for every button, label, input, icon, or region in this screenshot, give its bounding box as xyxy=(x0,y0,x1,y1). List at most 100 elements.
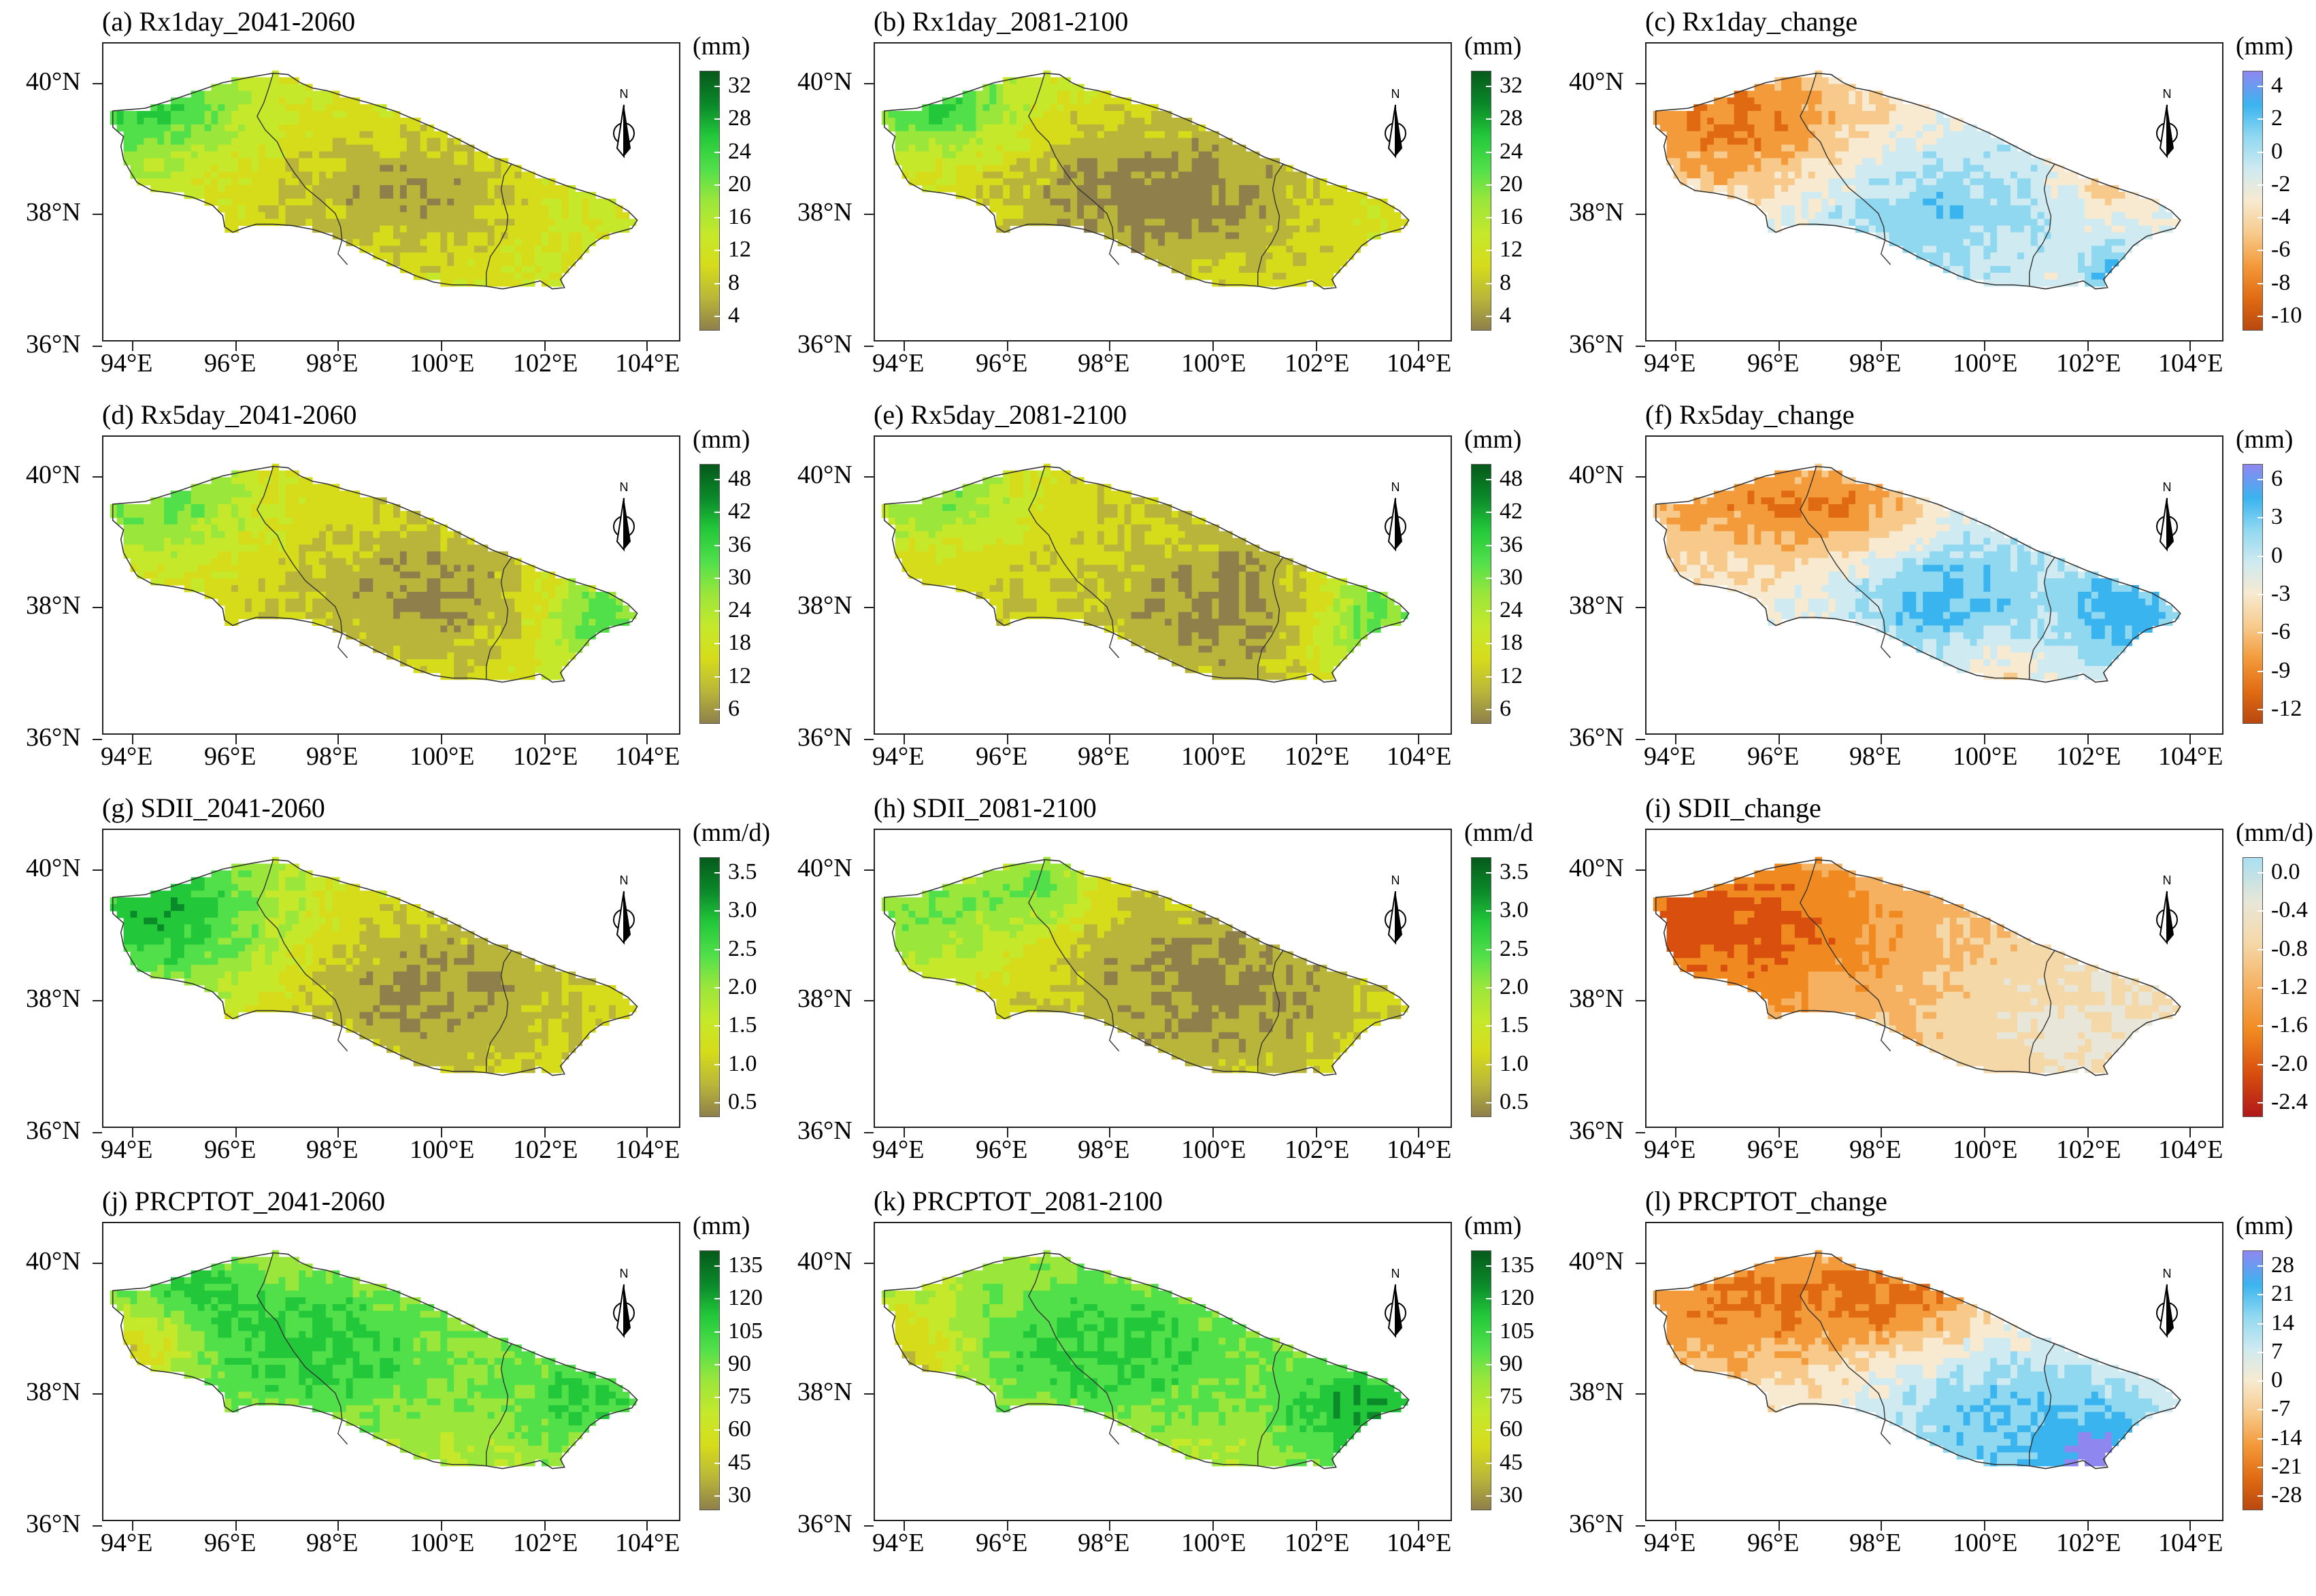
grid-cell xyxy=(1110,171,1119,179)
grid-cell xyxy=(399,185,408,193)
grid-cell xyxy=(238,565,246,572)
grid-cell xyxy=(359,531,367,539)
grid-cell xyxy=(922,118,929,125)
grid-cell xyxy=(1029,212,1038,220)
grid-cell xyxy=(936,185,943,193)
grid-cell xyxy=(521,171,529,179)
grid-cell xyxy=(1158,259,1165,267)
grid-cell xyxy=(244,551,252,559)
grid-cell xyxy=(130,165,138,172)
grid-cell xyxy=(1923,151,1930,159)
grid-cell xyxy=(1768,97,1775,105)
grid-cell xyxy=(332,531,340,539)
grid-cell xyxy=(1868,158,1876,165)
grid-cell xyxy=(204,544,212,552)
axis-tick xyxy=(1212,342,1214,351)
grid-cell xyxy=(461,279,468,287)
grid-cell xyxy=(1740,178,1749,186)
grid-cell xyxy=(285,585,293,593)
basin-boundary xyxy=(1800,73,1891,265)
grid-cell xyxy=(1131,118,1138,125)
grid-cell xyxy=(191,484,199,491)
grid-cell xyxy=(447,218,454,227)
grid-cell xyxy=(184,537,192,546)
grid-cell xyxy=(454,272,461,280)
grid-cell xyxy=(312,198,320,206)
grid-cell xyxy=(346,104,354,112)
grid-cell xyxy=(1077,97,1085,105)
grid-cell xyxy=(1225,137,1233,146)
grid-cell xyxy=(1983,198,1991,206)
grid-cell xyxy=(955,144,963,152)
grid-cell xyxy=(231,497,239,505)
grid-cell xyxy=(251,517,259,525)
grid-cell xyxy=(427,124,435,132)
grid-cell xyxy=(1043,151,1051,159)
grid-cell xyxy=(265,585,273,593)
grid-cell xyxy=(271,463,280,471)
grid-cell xyxy=(1862,104,1870,112)
grid-cell xyxy=(1774,165,1782,172)
grid-cell xyxy=(1842,212,1849,220)
grid-cell xyxy=(1990,178,1998,186)
grid-cell xyxy=(487,212,495,220)
grid-cell xyxy=(1680,171,1687,179)
grid-cell xyxy=(312,551,320,559)
grid-cell xyxy=(1084,118,1091,125)
grid-cell xyxy=(447,225,454,233)
grid-cell xyxy=(1936,124,1944,132)
grid-cell xyxy=(982,192,990,199)
grid-cell xyxy=(1198,218,1206,227)
grid-cell xyxy=(1300,259,1307,267)
grid-cell xyxy=(386,531,394,539)
grid-cell xyxy=(942,118,950,125)
grid-cell xyxy=(996,178,1004,186)
grid-cell xyxy=(1896,151,1904,159)
grid-cell xyxy=(399,551,408,559)
grid-cell xyxy=(184,578,192,586)
grid-cell xyxy=(1178,198,1186,206)
grid-cell xyxy=(1787,90,1796,98)
grid-cell xyxy=(2051,178,2058,186)
colorbar-tick xyxy=(1486,250,1491,252)
grid-cell xyxy=(265,198,273,206)
grid-cell xyxy=(1205,178,1212,186)
grid-cell xyxy=(454,192,461,199)
grid-cell xyxy=(895,111,903,118)
grid-cell xyxy=(535,232,542,239)
grid-cell xyxy=(1158,252,1165,260)
grid-cell xyxy=(433,137,441,146)
grid-cell xyxy=(352,218,361,227)
grid-cell xyxy=(1151,185,1159,193)
grid-cell xyxy=(454,279,461,287)
grid-cell xyxy=(474,585,482,593)
grid-cell xyxy=(1286,259,1293,267)
grid-cell xyxy=(1238,212,1246,220)
grid-cell xyxy=(2091,266,2099,273)
grid-cell xyxy=(962,124,970,132)
longitude-label: 104°E xyxy=(1387,349,1452,378)
grid-cell xyxy=(373,544,380,552)
grid-cell xyxy=(271,97,280,105)
grid-cell xyxy=(1942,118,1951,125)
grid-cell xyxy=(2017,259,2025,267)
grid-cell xyxy=(1346,239,1355,246)
grid-cell xyxy=(1124,97,1132,105)
grid-cell xyxy=(922,171,929,179)
grid-cell xyxy=(231,84,239,91)
grid-cell xyxy=(1300,272,1307,280)
grid-cell xyxy=(948,185,957,193)
grid-cell xyxy=(480,151,489,159)
grid-cell xyxy=(1747,118,1755,125)
grid-cell xyxy=(922,144,929,152)
grid-cell xyxy=(1942,165,1951,172)
grid-cell xyxy=(231,165,239,172)
grid-cell xyxy=(1970,124,1978,132)
grid-cell xyxy=(393,578,401,586)
grid-cell xyxy=(318,544,327,552)
grid-cell xyxy=(535,205,542,213)
grid-cell xyxy=(292,84,299,91)
grid-cell xyxy=(555,259,563,267)
grid-cell xyxy=(474,151,482,159)
grid-cell xyxy=(231,551,239,559)
